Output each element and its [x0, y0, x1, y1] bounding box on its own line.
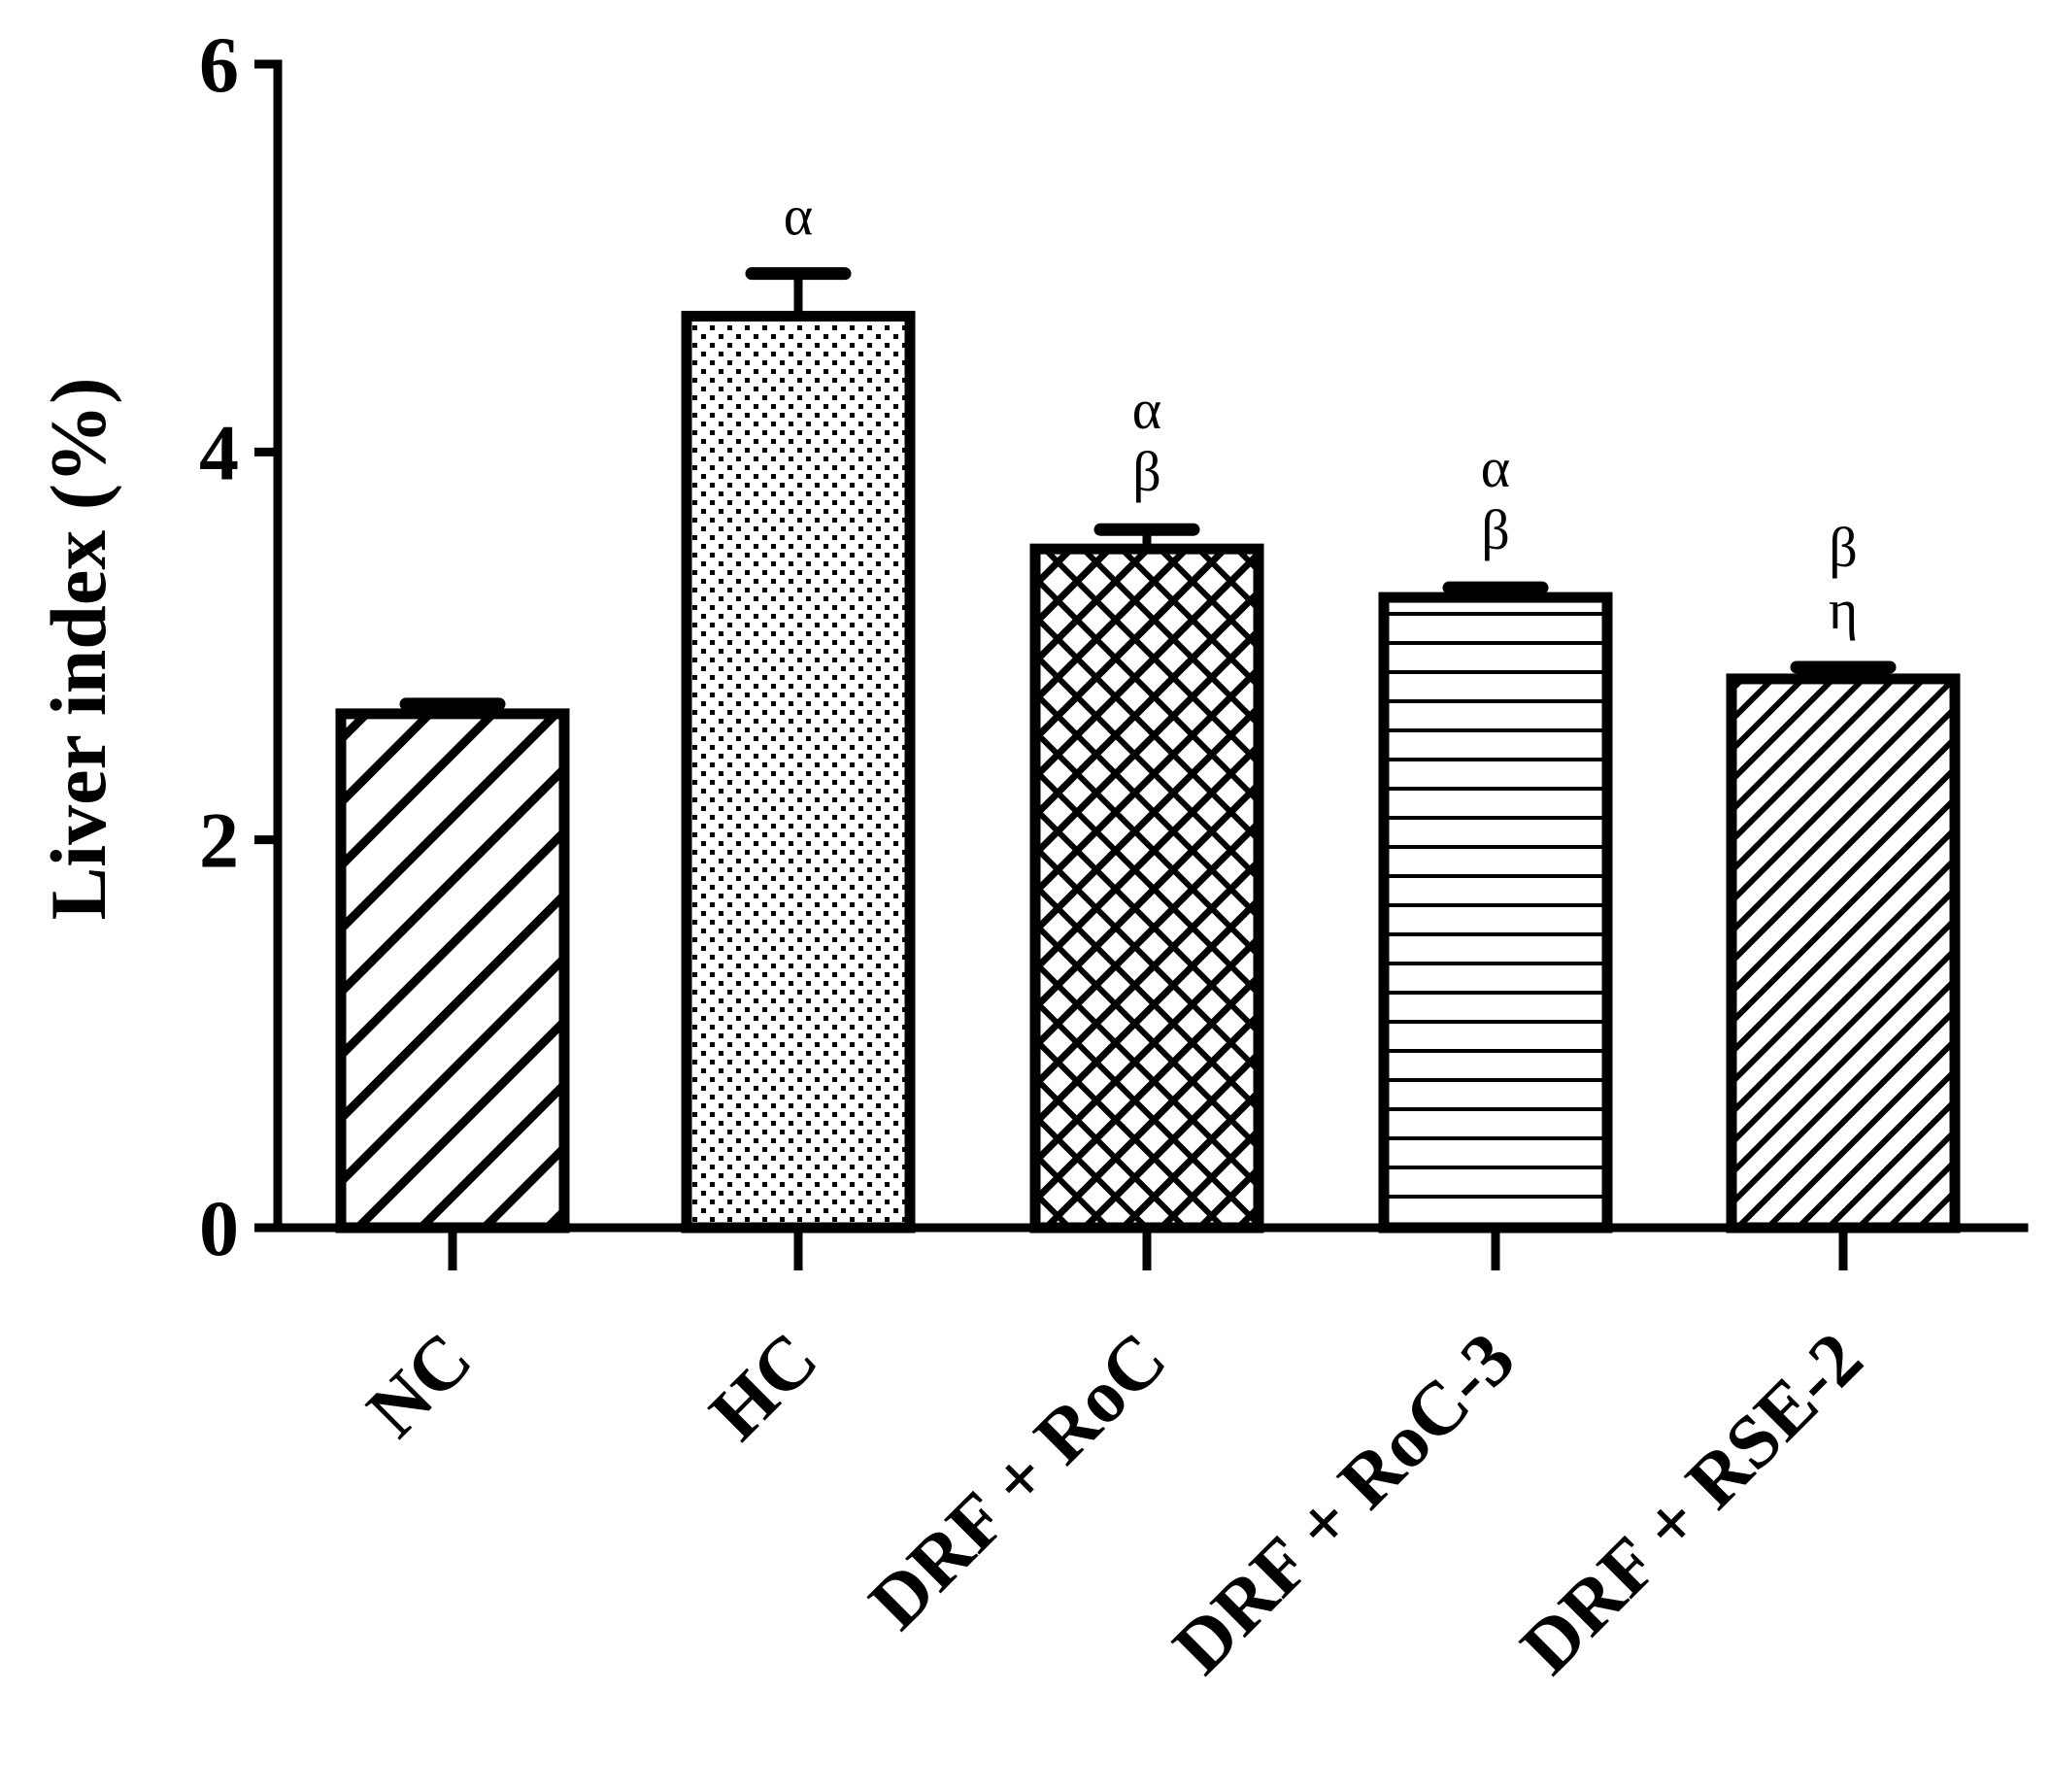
y-axis-title: Liver index (%) [34, 378, 122, 921]
y-ticks-layer: 0 2 4 6 [199, 20, 278, 1272]
bar-hc [681, 311, 916, 1234]
significance-label: β [1132, 440, 1161, 503]
significance-label: β [1829, 516, 1858, 579]
x-tick-label: HC [693, 1316, 833, 1456]
significance-label: β [1481, 498, 1510, 561]
significance-label: α [1132, 378, 1161, 441]
error-bars-layer [399, 267, 1897, 714]
x-tick-label: DRF + RSE-2 [1504, 1316, 1878, 1690]
x-tick-label: DRF + RoC [853, 1316, 1182, 1645]
bar-nc [335, 708, 570, 1234]
significance-label: η [1829, 578, 1858, 641]
x-tick-label: NC [351, 1316, 488, 1453]
significance-label: α [1481, 436, 1510, 499]
bar-drf-rse-2 [1726, 673, 1961, 1234]
bar-drf-roc-3 [1378, 592, 1613, 1234]
y-tick-label: 4 [199, 408, 239, 496]
x-tick-label: DRF + RoC-3 [1157, 1316, 1530, 1690]
significance-labels-layer: ααβ αβ βη [784, 185, 1858, 641]
y-tick-label: 2 [199, 796, 239, 885]
significance-label: α [784, 185, 813, 248]
bar-drf-roc [1029, 543, 1264, 1234]
y-tick-label: 6 [199, 20, 239, 109]
y-tick-label: 0 [199, 1184, 239, 1272]
